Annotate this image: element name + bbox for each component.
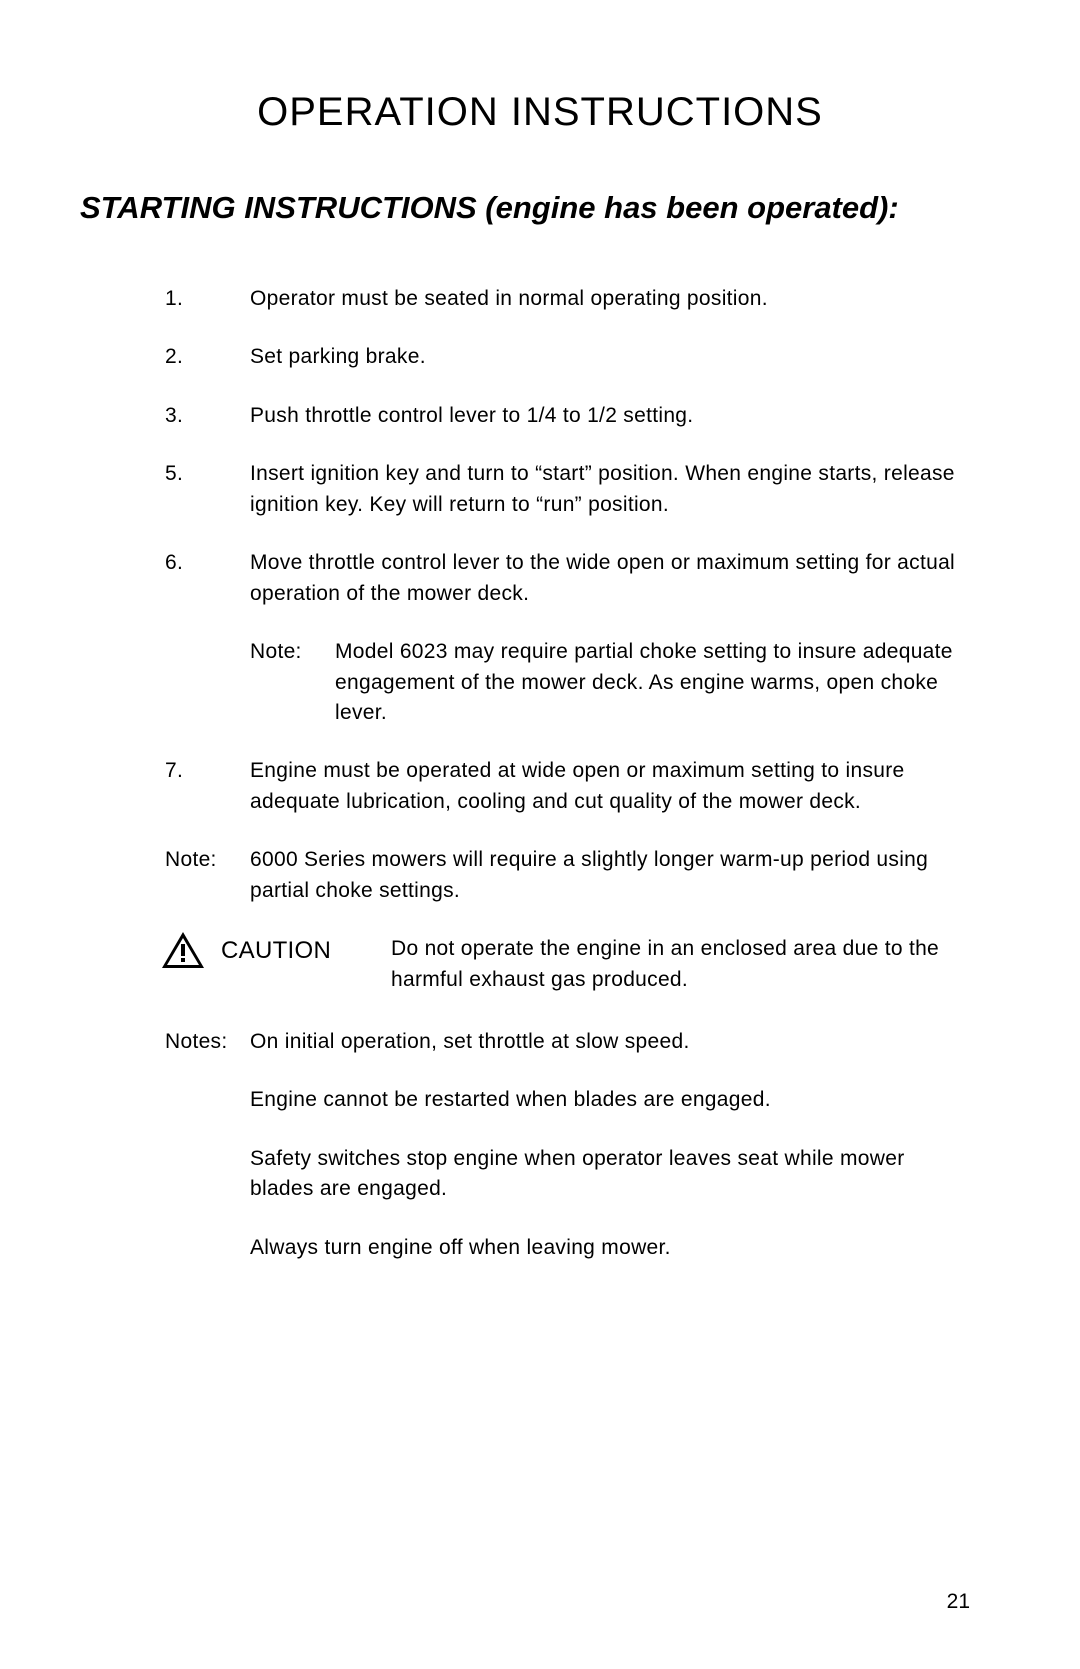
page-number: 21 [947,1590,970,1614]
instruction-item: 5. Insert ignition key and turn to “star… [165,459,960,520]
note-label: Note: [165,845,250,906]
caution-row: CAUTION Do not operate the engine in an … [160,934,960,995]
note-item: Always turn engine off when leaving mowe… [250,1233,960,1263]
instruction-text: Operator must be seated in normal operat… [250,284,960,314]
instruction-text: Set parking brake. [250,342,960,372]
page-title: OPERATION INSTRUCTIONS [90,90,990,135]
note-item: Safety switches stop engine when operato… [250,1144,960,1205]
note-text: 6000 Series mowers will require a slight… [250,845,960,906]
note-label: Note: [250,637,335,728]
note-item: On initial operation, set throttle at sl… [250,1027,960,1057]
instruction-text: Engine must be operated at wide open or … [250,756,960,817]
instruction-item: 7. Engine must be operated at wide open … [165,756,960,817]
instruction-number: 6. [165,548,250,609]
instruction-number: 7. [165,756,250,817]
instruction-text: Push throttle control lever to 1/4 to 1/… [250,401,960,431]
instruction-number: 1. [165,284,250,314]
section-title: STARTING INSTRUCTIONS (engine has been o… [80,190,990,226]
caution-label: CAUTION [221,934,391,969]
notes-content: On initial operation, set throttle at sl… [250,1027,960,1263]
caution-text: Do not operate the engine in an enclosed… [391,934,960,995]
instruction-item: 1. Operator must be seated in normal ope… [165,284,960,314]
instruction-item: 3. Push throttle control lever to 1/4 to… [165,401,960,431]
instruction-text: Insert ignition key and turn to “start” … [250,459,960,520]
instruction-item: 6. Move throttle control lever to the wi… [165,548,960,609]
instruction-list: 1. Operator must be seated in normal ope… [165,284,960,1263]
notes-section: Notes: On initial operation, set throttl… [165,1027,960,1263]
instruction-text: Move throttle control lever to the wide … [250,548,960,609]
warning-icon [160,930,206,970]
outer-note: Note: 6000 Series mowers will require a … [165,845,960,906]
note-item: Engine cannot be restarted when blades a… [250,1085,960,1115]
instruction-number: 2. [165,342,250,372]
notes-label: Notes: [165,1027,250,1263]
instruction-item: 2. Set parking brake. [165,342,960,372]
note-text: Model 6023 may require partial choke set… [335,637,960,728]
instruction-number: 3. [165,401,250,431]
inner-note: Note: Model 6023 may require partial cho… [250,637,960,728]
instruction-number: 5. [165,459,250,520]
